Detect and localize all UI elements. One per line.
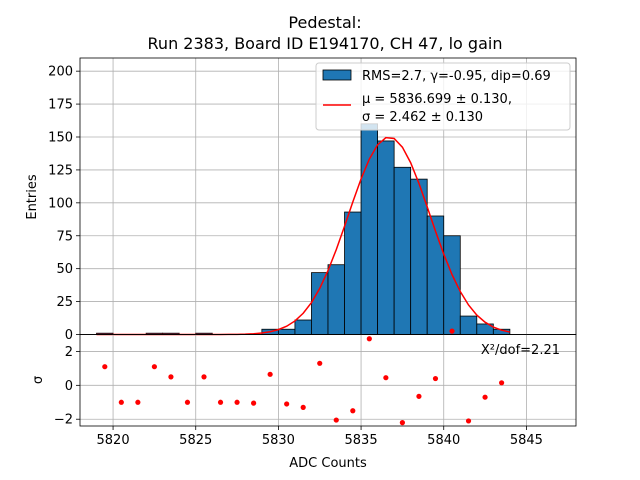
residual-point [284,401,290,407]
histogram-bars [96,123,511,335]
x-tick-label: 5845 [510,433,543,448]
x-tick-label: 5840 [427,433,460,448]
legend-fit-label-line2: σ = 2.462 ± 0.130 [362,110,483,125]
histogram-bar [360,123,379,335]
residual-point [168,374,174,380]
residual-point [383,375,389,381]
y-tick-label-top: 200 [48,65,73,80]
y-tick-label-top: 50 [56,262,73,277]
y-tick-label-top: 25 [56,295,73,310]
histogram-bar [410,178,428,335]
residual-point [300,404,306,410]
x-tick-label: 5825 [179,433,212,448]
y-tick-label-top: 150 [48,131,73,146]
y-tick-label-bottom: −2 [54,413,73,428]
residual-point [234,399,240,405]
x-tick-label: 5820 [97,433,130,448]
bottom-gridlines [80,334,576,426]
x-ticks: 5820 5825 5830 5835 5840 5845 [97,426,543,448]
bottom-y-ticks: −2 0 2 [54,345,80,428]
residual-point [333,417,339,423]
legend-histogram-label: RMS=2.7, γ=-0.95, dip=0.69 [362,69,551,84]
residual-point [102,364,108,370]
y-axis-label-entries: Entries [25,174,40,220]
histogram-bar [459,315,478,335]
chart-title-line1: Pedestal: [288,13,361,32]
residual-point [118,399,124,405]
residual-point [151,364,157,370]
residual-point [449,328,455,334]
chart-title-line2: Run 2383, Board ID E194170, CH 47, lo ga… [148,34,503,53]
x-axis-label: ADC Counts [289,456,367,471]
residual-point [201,374,207,380]
histogram-bar [344,211,362,335]
residual-point [366,336,372,342]
histogram-bar [277,328,296,335]
residual-point [317,360,323,366]
y-tick-label-top: 175 [48,98,73,113]
histogram-bar [426,215,445,335]
residual-point [432,375,439,382]
chi2-label: X²/dof=2.21 [481,343,560,358]
legend-histogram-swatch [322,69,352,81]
residual-point [482,394,488,400]
histogram-bar [377,140,395,335]
bottom-plot-frame [79,334,577,427]
y-tick-label-top: 125 [48,163,73,178]
y-axis-label-sigma: σ [31,376,46,384]
histogram-bar [311,272,329,335]
y-tick-label-bottom: 2 [65,345,73,360]
legend-fit-label-line1: μ = 5836.699 ± 0.130, [362,92,512,107]
residual-point [251,400,257,406]
histogram-bar [393,166,412,335]
histogram-bar [294,319,312,335]
x-tick-label: 5830 [262,433,295,448]
x-tick-label: 5835 [345,433,378,448]
residual-point [499,380,505,386]
y-tick-label-bottom: 0 [65,379,73,394]
residual-point [399,420,405,426]
residual-point [135,399,141,405]
residual-point [350,408,356,414]
residual-point [217,399,224,405]
residual-point [416,393,422,399]
legend-frame [315,62,571,131]
top-y-ticks: 0 25 50 75 100 125 150 175 200 [48,65,80,343]
histogram-bar [327,264,345,335]
residual-point [267,371,273,377]
legend: RMS=2.7, γ=-0.95, dip=0.69 μ = 5836.699 … [315,62,571,131]
residual-point [465,418,472,424]
y-tick-label-top: 100 [48,196,73,211]
residual-point [184,399,191,405]
residual-points [102,328,505,426]
y-tick-label-top: 75 [56,229,73,244]
y-tick-label-top: 0 [65,328,73,343]
